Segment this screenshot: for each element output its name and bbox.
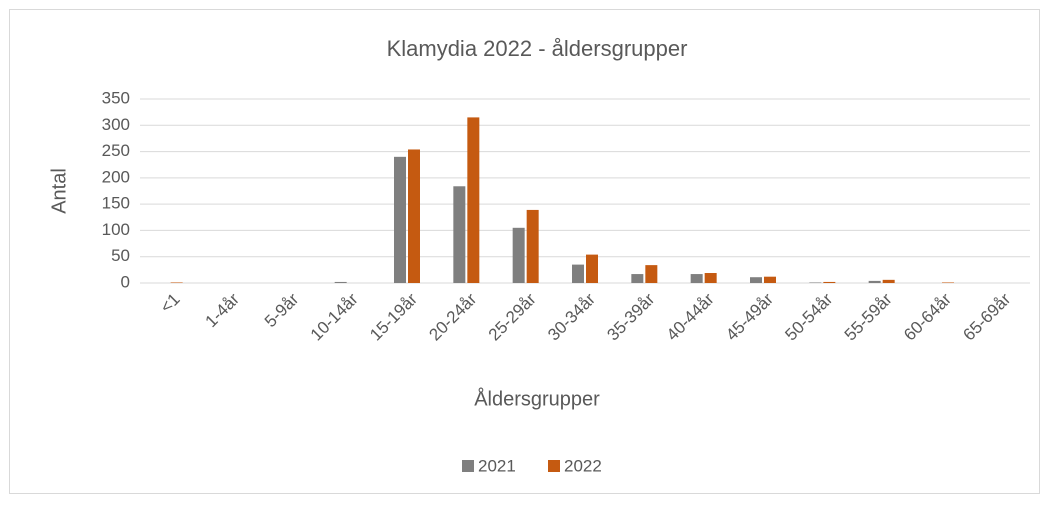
y-tick-label: 0 [121, 272, 130, 291]
x-axis-label: Åldersgrupper [474, 387, 600, 410]
bar [526, 209, 539, 283]
bar [809, 282, 822, 283]
bar [453, 186, 466, 283]
y-tick-label: 50 [111, 246, 130, 265]
bar [764, 276, 776, 283]
bar [645, 265, 658, 283]
y-tick-label: 350 [102, 88, 130, 107]
bar [882, 279, 895, 283]
bar [512, 227, 525, 283]
bar [750, 277, 762, 283]
bar [334, 281, 347, 283]
bar [823, 281, 836, 283]
chart-title: Klamydia 2022 - åldersgrupper [387, 36, 688, 61]
y-tick-label: 300 [102, 115, 130, 134]
bar [170, 282, 183, 283]
y-tick-label: 100 [102, 220, 130, 239]
bar [868, 280, 881, 283]
bar [631, 274, 644, 283]
y-tick-label: 250 [102, 141, 130, 160]
legend-swatch [548, 460, 560, 472]
bar [408, 149, 420, 283]
bar [942, 282, 954, 283]
bar [394, 156, 406, 283]
y-tick-label: 150 [102, 194, 130, 213]
bar [704, 273, 717, 283]
legend-label: 2021 [478, 456, 516, 475]
legend-swatch [462, 460, 474, 472]
bar [572, 264, 584, 283]
bar [690, 274, 703, 283]
y-axis-label: Antal [48, 168, 70, 214]
legend-label: 2022 [564, 456, 602, 475]
y-tick-label: 200 [102, 167, 130, 186]
bar [467, 117, 480, 284]
bar [586, 254, 598, 283]
